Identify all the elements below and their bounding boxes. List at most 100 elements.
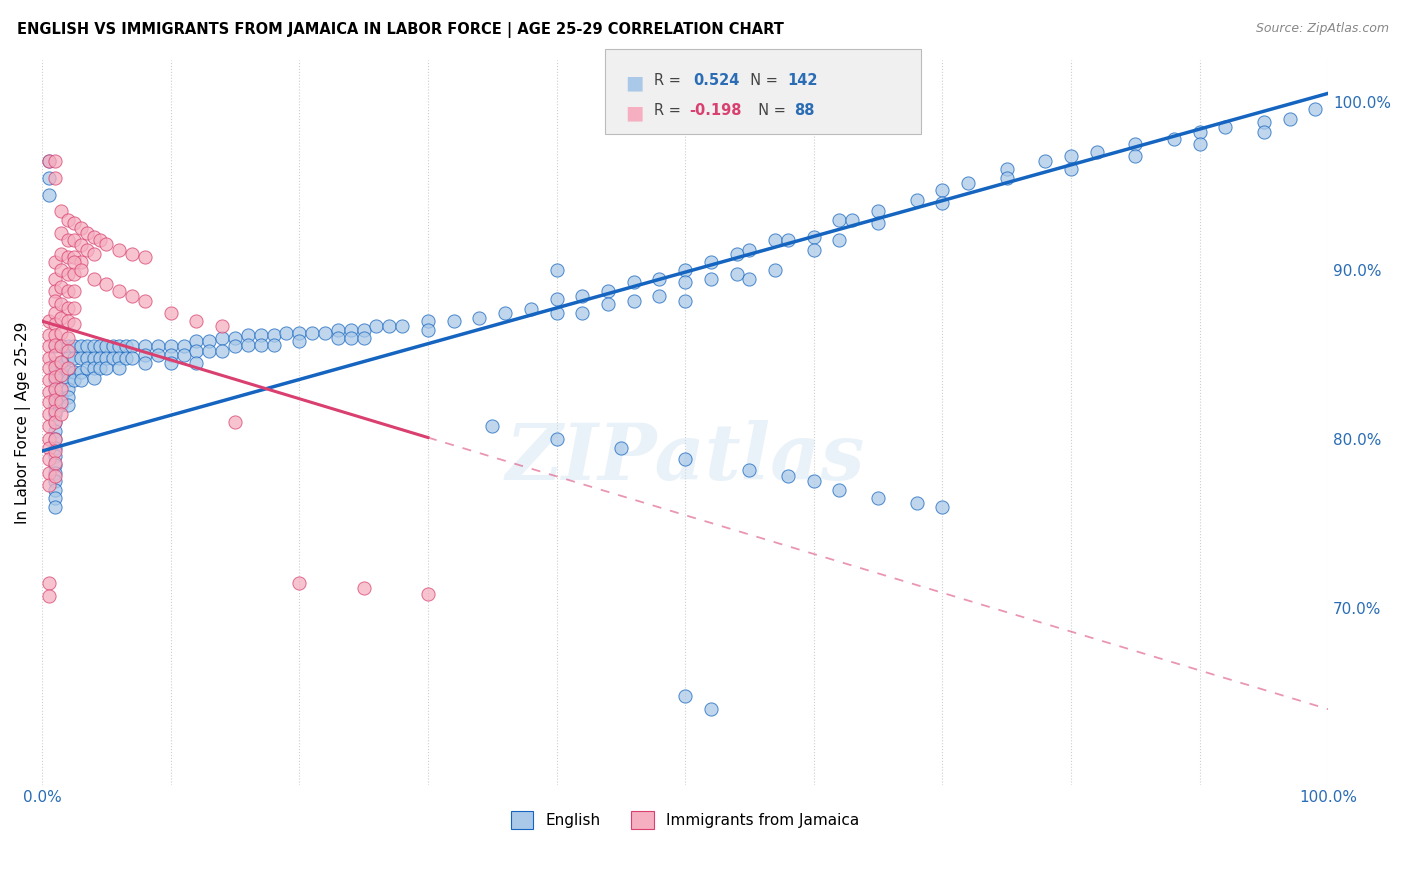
- Point: [866, 216, 889, 230]
- Point: [546, 263, 568, 277]
- Point: [83, 246, 105, 260]
- Point: [866, 491, 889, 506]
- Point: [44, 255, 66, 269]
- Point: [803, 229, 825, 244]
- Point: [96, 361, 118, 376]
- Point: [353, 322, 375, 336]
- Point: [51, 382, 73, 396]
- Point: [63, 233, 86, 247]
- Point: [56, 250, 79, 264]
- Point: [44, 356, 66, 370]
- Point: [56, 390, 79, 404]
- Point: [828, 233, 851, 247]
- Point: [56, 284, 79, 298]
- Point: [159, 306, 181, 320]
- Point: [494, 306, 516, 320]
- Point: [51, 297, 73, 311]
- Point: [83, 229, 105, 244]
- Point: [700, 272, 723, 286]
- Point: [38, 395, 60, 409]
- Point: [83, 361, 105, 376]
- Point: [51, 326, 73, 340]
- Point: [83, 371, 105, 385]
- Point: [51, 263, 73, 277]
- Point: [44, 500, 66, 514]
- Point: [803, 244, 825, 258]
- Point: [173, 348, 195, 362]
- Point: [44, 432, 66, 446]
- Point: [38, 327, 60, 342]
- Point: [211, 331, 233, 345]
- Point: [236, 337, 259, 351]
- Point: [366, 319, 388, 334]
- Point: [610, 441, 633, 455]
- Point: [38, 589, 60, 603]
- Point: [44, 444, 66, 458]
- Point: [828, 483, 851, 497]
- Point: [38, 477, 60, 491]
- Point: [198, 334, 221, 349]
- Point: [931, 196, 953, 211]
- Point: [51, 246, 73, 260]
- Point: [134, 293, 156, 308]
- Point: [38, 153, 60, 168]
- Point: [44, 293, 66, 308]
- Point: [89, 361, 111, 376]
- Point: [301, 326, 323, 340]
- Point: [108, 284, 131, 298]
- Point: [186, 344, 208, 359]
- Point: [1188, 125, 1211, 139]
- Point: [76, 339, 98, 353]
- Point: [51, 339, 73, 353]
- Point: [121, 339, 143, 353]
- Point: [1163, 132, 1185, 146]
- Point: [648, 289, 671, 303]
- Point: [38, 351, 60, 366]
- Point: [1253, 125, 1275, 139]
- Point: [673, 293, 696, 308]
- Point: [38, 187, 60, 202]
- Point: [828, 213, 851, 227]
- Point: [249, 337, 271, 351]
- Point: [38, 441, 60, 455]
- Text: ■: ■: [626, 103, 644, 122]
- Point: [44, 369, 66, 384]
- Point: [211, 319, 233, 334]
- Point: [44, 415, 66, 429]
- Point: [44, 337, 66, 351]
- Point: [83, 339, 105, 353]
- Point: [63, 318, 86, 332]
- Point: [38, 373, 60, 387]
- Point: [391, 319, 413, 334]
- Point: [224, 415, 246, 429]
- Text: ZIPatlas: ZIPatlas: [505, 420, 865, 497]
- Point: [69, 339, 91, 353]
- Point: [134, 250, 156, 264]
- Point: [76, 244, 98, 258]
- Point: [56, 399, 79, 413]
- Point: [623, 293, 645, 308]
- Text: R =: R =: [654, 103, 685, 119]
- Point: [44, 327, 66, 342]
- Point: [89, 233, 111, 247]
- Point: [44, 399, 66, 413]
- Point: [51, 339, 73, 353]
- Point: [51, 365, 73, 379]
- Point: [56, 331, 79, 345]
- Point: [89, 351, 111, 366]
- Point: [51, 399, 73, 413]
- Point: [443, 314, 465, 328]
- Point: [44, 359, 66, 374]
- Point: [44, 393, 66, 408]
- Point: [378, 319, 401, 334]
- Text: 0.524: 0.524: [693, 73, 740, 88]
- Point: [763, 263, 786, 277]
- Point: [1060, 149, 1083, 163]
- Point: [83, 351, 105, 366]
- Point: [56, 314, 79, 328]
- Point: [416, 322, 439, 336]
- Point: [905, 193, 928, 207]
- Point: [571, 306, 593, 320]
- Point: [353, 331, 375, 345]
- Point: [1123, 136, 1146, 151]
